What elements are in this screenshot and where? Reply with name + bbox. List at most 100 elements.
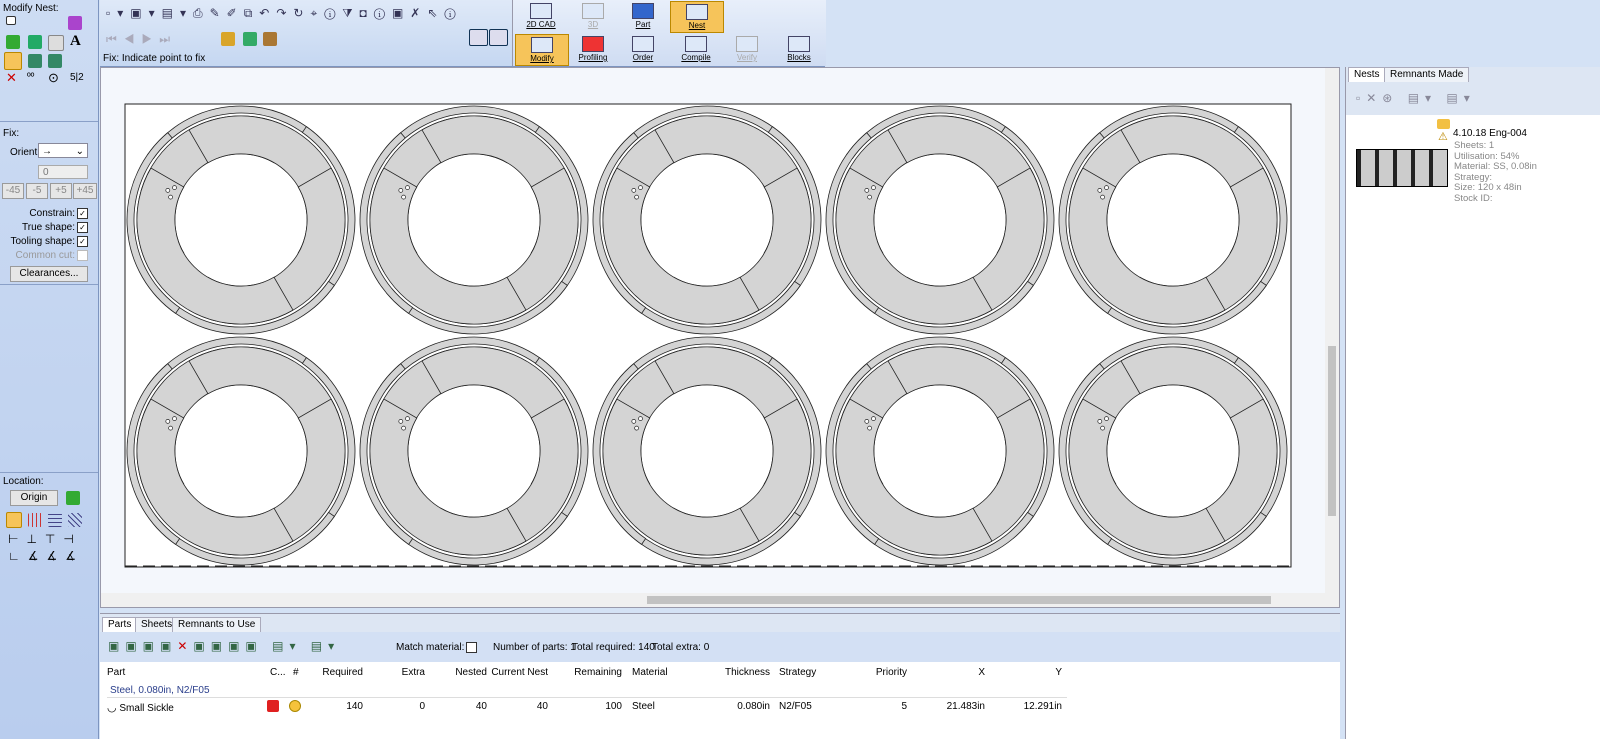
column-header[interactable]: Extra	[401, 667, 425, 678]
toolbar-icons-disabled[interactable]: ⏮◀▶⏭	[106, 32, 178, 46]
sub-tab-active[interactable]: Modify	[515, 34, 569, 66]
tool-icon-active[interactable]	[6, 512, 22, 528]
tool-icon[interactable]: ⊙	[48, 70, 59, 85]
tool-icon[interactable]	[28, 513, 42, 527]
column-header[interactable]: Y	[1055, 667, 1062, 678]
mode-tab[interactable]: 3D	[567, 1, 619, 31]
mode-tab-active[interactable]: Nest	[670, 1, 724, 33]
tool-icon[interactable]	[48, 513, 62, 527]
cell[interactable]: ◡ Small Sickle	[107, 702, 174, 714]
tool-icon[interactable]	[221, 32, 235, 46]
tool-icon[interactable]	[6, 16, 16, 25]
sub-tab[interactable]: Blocks	[773, 34, 825, 64]
sub-tab[interactable]: Compile	[670, 34, 722, 64]
angle-button[interactable]: +45	[73, 183, 97, 199]
column-header[interactable]: Strategy	[779, 667, 817, 678]
tab-strip: Nests Remnants Made	[1346, 67, 1600, 83]
cell[interactable]: 100	[605, 701, 622, 712]
column-header[interactable]: Part	[107, 667, 126, 678]
toolbar-icons[interactable]: ▫✕⊛ ▤▾ ▤▾	[1356, 91, 1476, 105]
cell-text: Small Sickle	[119, 703, 174, 714]
view-toggle[interactable]	[469, 29, 488, 46]
cell[interactable]: 21.483in	[946, 701, 985, 712]
tab-active[interactable]: Parts	[102, 617, 138, 632]
column-header[interactable]: Nested	[455, 667, 487, 678]
cell[interactable]: 5	[901, 701, 907, 712]
checkbox-row[interactable]: Tooling shape: ✓	[11, 236, 88, 247]
nest-name[interactable]: 4.10.18 Eng-004	[1453, 128, 1527, 139]
tool-row[interactable]: ⊢⊥⊤⊣	[8, 532, 82, 546]
checkbox-row[interactable]: Common cut:	[16, 250, 88, 261]
column-header[interactable]: Material	[632, 667, 668, 678]
tab[interactable]: Remnants to Use	[172, 617, 262, 632]
column-header[interactable]: Required	[322, 667, 363, 678]
tool-icon[interactable]	[48, 35, 64, 51]
column-header[interactable]: Remaining	[574, 667, 622, 678]
tab-strip: Parts Sheets Remnants to Use	[100, 614, 1340, 632]
nest-canvas[interactable]	[101, 68, 1325, 593]
part-outline	[825, 132, 880, 314]
cell[interactable]: 0	[419, 701, 425, 712]
checkbox-row[interactable]: Match material:	[396, 642, 478, 653]
tool-icon[interactable]	[48, 54, 62, 68]
tool-row[interactable]: ∟∡∡∡	[8, 549, 85, 563]
toolbar-icons[interactable]: ▣▣▣▣✕▣▣▣▣ ▤▾ ▤▾	[108, 639, 341, 653]
summary-text: Total required: 140	[572, 642, 655, 653]
tool-icon[interactable]	[68, 16, 82, 30]
column-header[interactable]: Current Nest	[491, 667, 548, 678]
cell[interactable]: 140	[346, 701, 363, 712]
angle-button[interactable]: +5	[50, 183, 72, 199]
clearances-button[interactable]: Clearances...	[10, 266, 88, 282]
tool-icon-active[interactable]	[4, 52, 22, 70]
checkbox-row[interactable]: True shape: ✓	[22, 222, 88, 233]
tool-icon[interactable]	[68, 513, 82, 527]
tab[interactable]: Remnants Made	[1384, 67, 1470, 82]
tool-icon[interactable]: 5|2	[70, 72, 84, 83]
tool-icon[interactable]	[243, 32, 257, 46]
cell[interactable]: N2/F05	[779, 701, 812, 712]
status-icon	[289, 700, 301, 712]
part-outline	[1058, 132, 1113, 314]
sub-tab[interactable]: Verify	[721, 34, 773, 64]
part-outline	[136, 398, 294, 556]
view-toggle[interactable]	[489, 29, 508, 46]
column-header[interactable]: X	[978, 667, 985, 678]
cell[interactable]: 12.291in	[1023, 701, 1062, 712]
tool-icon[interactable]	[28, 54, 42, 68]
column-header[interactable]: #	[293, 667, 299, 678]
column-header[interactable]: C...	[270, 667, 286, 678]
tool-icon[interactable]	[6, 35, 20, 49]
part-outline	[126, 363, 181, 545]
sub-tab[interactable]: Profiling	[567, 34, 619, 64]
angle-button[interactable]: -5	[26, 183, 48, 199]
cell[interactable]: Steel	[632, 701, 655, 712]
h-scrollbar[interactable]	[101, 593, 1339, 607]
origin-button[interactable]: Origin	[10, 490, 58, 506]
angle-input[interactable]: 0	[38, 165, 88, 179]
toolbar-icons[interactable]: ▫▾▣▾▤▾⎙✎✐⧉↶↷↻⌖ⓘ⧩◘ⓘ▣✗⇖ⓘ	[106, 6, 463, 20]
tool-icon[interactable]: ºº	[27, 72, 35, 83]
cell[interactable]: 40	[536, 701, 548, 712]
sub-tab[interactable]: Order	[617, 34, 669, 64]
part-outline	[592, 363, 647, 545]
tool-icon[interactable]	[263, 32, 277, 46]
tool-icon[interactable]	[66, 491, 80, 505]
v-scrollbar[interactable]	[1325, 68, 1339, 593]
orient-dropdown[interactable]: → ⌄	[38, 143, 88, 158]
cell[interactable]: 0.080in	[737, 701, 770, 712]
checkbox-row[interactable]: Constrain: ✓	[29, 208, 88, 219]
hole	[172, 185, 177, 190]
tool-icon[interactable]: ✕	[6, 70, 17, 85]
column-header[interactable]: Priority	[875, 667, 907, 678]
text-tool[interactable]: A	[70, 33, 81, 49]
tab-active[interactable]: Nests	[1348, 67, 1386, 82]
group-row[interactable]: Steel, 0.080in, N2/F05	[110, 685, 210, 696]
tool-icon[interactable]	[28, 35, 42, 49]
mode-tab[interactable]: 2D CAD	[515, 1, 567, 31]
cell[interactable]: 40	[475, 701, 487, 712]
angle-button[interactable]: -45	[2, 183, 24, 199]
mode-tab[interactable]: Part	[617, 1, 669, 31]
nest-thumbnail[interactable]	[1356, 149, 1448, 187]
column-header[interactable]: Thickness	[724, 667, 770, 678]
part-outline	[1068, 167, 1226, 325]
